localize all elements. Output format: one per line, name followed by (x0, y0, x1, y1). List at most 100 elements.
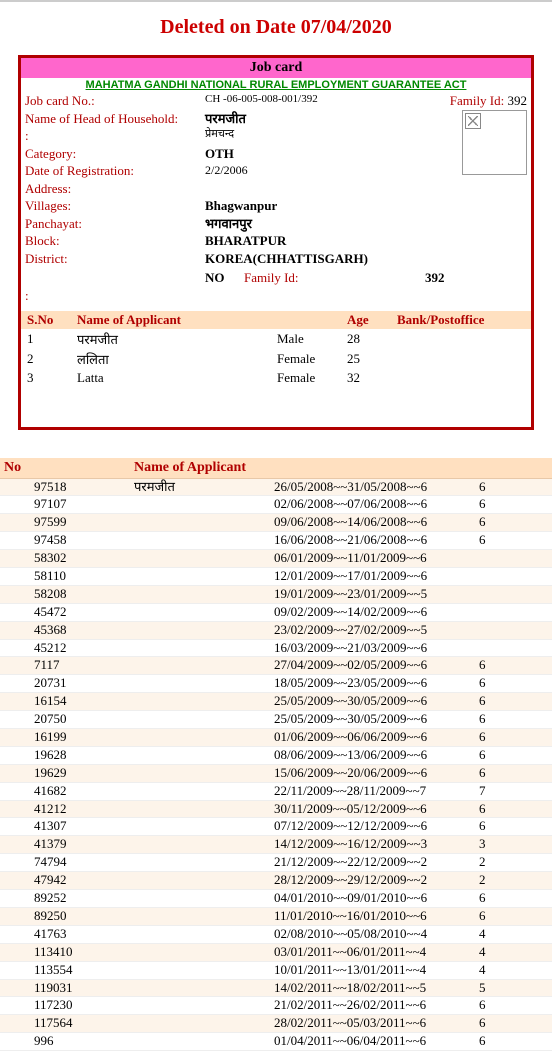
sum-period: 19/01/2009~~23/01/2009~~5 (270, 586, 475, 603)
sum-period: 26/05/2008~~31/05/2008~~6 (270, 479, 475, 496)
table-row: 1619901/06/2009~~06/06/2009~~66 (0, 729, 552, 747)
sum-name (130, 944, 270, 961)
table-row: 8925204/01/2010~~09/01/2010~~66 (0, 890, 552, 908)
sum-n: 6 (475, 657, 505, 674)
card-title: Job card (21, 58, 531, 78)
head-value: परमजीत (201, 110, 401, 128)
sum-n: 6 (475, 514, 505, 531)
sum-id: 20731 (30, 675, 130, 692)
head-value2: प्रेमचन्द (201, 127, 401, 145)
sum-name (130, 711, 270, 728)
sum-id: 45212 (30, 640, 130, 657)
category-label: Category: (21, 145, 201, 163)
sum-name (130, 872, 270, 889)
sum-id: 41682 (30, 783, 130, 800)
appl-age: 32 (341, 369, 391, 387)
sum-id: 97107 (30, 496, 130, 513)
sum-period: 22/11/2009~~28/11/2009~~7 (270, 783, 475, 800)
sum-period: 07/12/2009~~12/12/2009~~6 (270, 818, 475, 835)
table-row: 1962915/06/2009~~20/06/2009~~66 (0, 765, 552, 783)
sum-n: 6 (475, 765, 505, 782)
sum-period: 08/06/2009~~13/06/2009~~6 (270, 747, 475, 764)
table-row: 4137914/12/2009~~16/12/2009~~33 (0, 836, 552, 854)
reg-label: Date of Registration: (21, 162, 201, 180)
sum-name (130, 586, 270, 603)
sum-h-name: Name of Applicant (130, 458, 552, 478)
sum-id: 74794 (30, 854, 130, 871)
act-line: MAHATMA GANDHI NATIONAL RURAL EMPLOYMENT… (21, 78, 531, 92)
sum-name (130, 836, 270, 853)
table-row: 45368 23/02/2009~~27/02/2009~~5 (0, 622, 552, 640)
sum-n (475, 550, 505, 567)
job-card: Job card MAHATMA GANDHI NATIONAL RURAL E… (18, 55, 534, 430)
table-row: 2075025/05/2009~~30/05/2009~~66 (0, 711, 552, 729)
row-colon: : (21, 287, 201, 305)
sum-id: 89250 (30, 908, 130, 925)
sum-name (130, 801, 270, 818)
sum-id: 19628 (30, 747, 130, 764)
sum-name (130, 854, 270, 871)
table-row: 9745816/06/2008~~21/06/2008~~66 (0, 532, 552, 550)
sum-id: 45472 (30, 604, 130, 621)
appl-gender: Male (271, 329, 341, 349)
district-label: District: (21, 250, 201, 268)
sum-n (475, 622, 505, 639)
appl-age: 28 (341, 329, 391, 349)
jobcard-label: Job card No.: (21, 92, 201, 110)
page-root: Deleted on Date 07/04/2020 Job card MAHA… (0, 0, 552, 1051)
details-table: Job card No.: CH -06-005-008-001/392 Fam… (21, 92, 531, 305)
sum-id: 113554 (30, 962, 130, 979)
sum-period: 01/04/2011~~06/04/2011~~6 (270, 1033, 475, 1050)
sum-name (130, 550, 270, 567)
sum-name (130, 532, 270, 549)
sum-n: 6 (475, 997, 505, 1014)
panchayat-value: भगवानपुर (201, 215, 531, 233)
sum-id: 41307 (30, 818, 130, 835)
sum-name (130, 1033, 270, 1050)
family-id-value-mid: 392 (425, 270, 445, 285)
sum-period: 23/02/2009~~27/02/2009~~5 (270, 622, 475, 639)
table-row: 4547209/02/2009~~14/02/2009~~6 (0, 604, 552, 622)
appl-sno: 1 (21, 329, 71, 349)
table-row: 99601/04/2011~~06/04/2011~~66 (0, 1033, 552, 1051)
sum-n: 6 (475, 479, 505, 496)
sum-period: 15/06/2009~~20/06/2009~~6 (270, 765, 475, 782)
sum-n: 6 (475, 1015, 505, 1032)
table-row: 711727/04/2009~~02/05/2009~~66 (0, 657, 552, 675)
sum-n: 6 (475, 747, 505, 764)
sum-n: 6 (475, 496, 505, 513)
table-row: 2ललिताFemale25 (21, 349, 531, 369)
table-row: 11723021/02/2011~~26/02/2011~~66 (0, 997, 552, 1015)
sum-n: 4 (475, 944, 505, 961)
table-row: 11341003/01/2011~~06/01/2011~~44 (0, 944, 552, 962)
sum-id: 41379 (30, 836, 130, 853)
table-row: 1615425/05/2009~~30/05/2009~~66 (0, 693, 552, 711)
address-label: Address: (21, 180, 201, 198)
table-row: 4168222/11/2009~~28/11/2009~~77 (0, 783, 552, 801)
sum-period: 16/06/2008~~21/06/2008~~6 (270, 532, 475, 549)
sum-n: 6 (475, 890, 505, 907)
sum-id: 45368 (30, 622, 130, 639)
sum-period: 04/01/2010~~09/01/2010~~6 (270, 890, 475, 907)
head-colon: : (21, 127, 201, 145)
sum-name (130, 997, 270, 1014)
summary-body: 97518परमजीत26/05/2008~~31/05/2008~~66971… (0, 479, 552, 1051)
summary-section: No Name of Applicant 97518परमजीत26/05/20… (0, 458, 552, 1051)
sum-id: 996 (30, 1033, 130, 1050)
table-row: 5811012/01/2009~~17/01/2009~~6 (0, 568, 552, 586)
sum-n (475, 604, 505, 621)
sum-period: 14/12/2009~~16/12/2009~~3 (270, 836, 475, 853)
sum-id: 97599 (30, 514, 130, 531)
sum-n: 6 (475, 693, 505, 710)
block-value: BHARATPUR (201, 232, 531, 250)
sum-period: 28/02/2011~~05/03/2011~~6 (270, 1015, 475, 1032)
no-value: NO (205, 270, 225, 285)
appl-sno: 3 (21, 369, 71, 387)
sum-name (130, 496, 270, 513)
table-row: 11355410/01/2011~~13/01/2011~~44 (0, 962, 552, 980)
sum-name (130, 640, 270, 657)
sum-period: 12/01/2009~~17/01/2009~~6 (270, 568, 475, 585)
table-row: 11756428/02/2011~~05/03/2011~~66 (0, 1015, 552, 1033)
sum-id: 41763 (30, 926, 130, 943)
top-divider (0, 0, 552, 2)
